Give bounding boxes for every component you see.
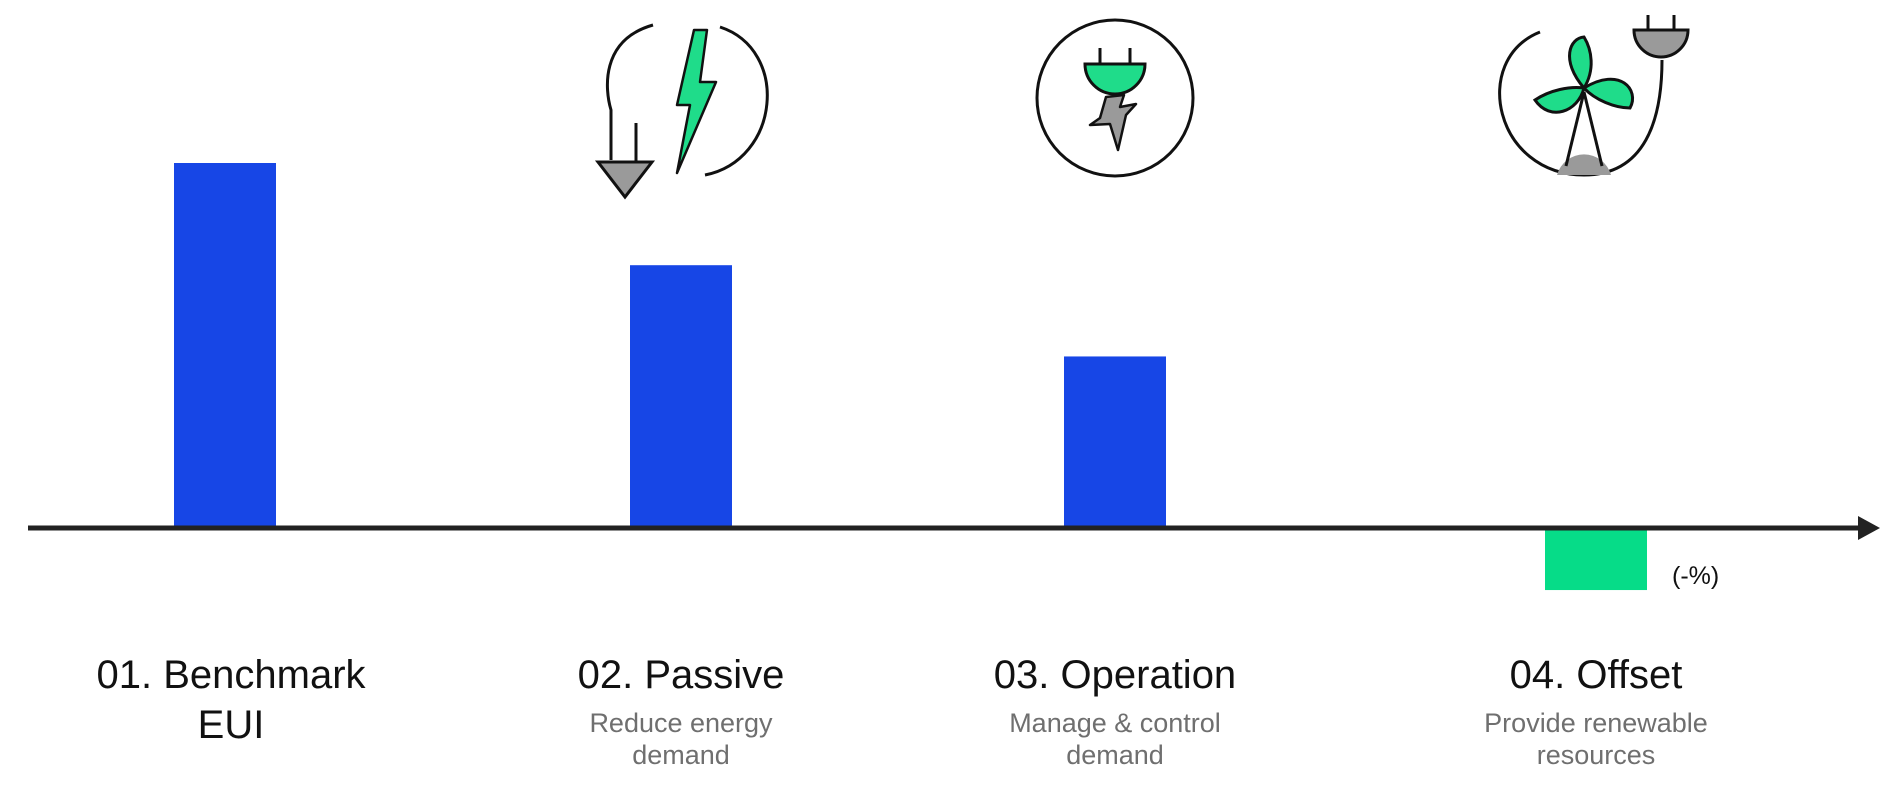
x-axis [28, 516, 1880, 540]
stage-subtitle-line1: Provide renewable [1484, 708, 1708, 738]
stage-title-line1: 02. Passive [577, 653, 785, 697]
stage-title-line1: 04. Offset [1509, 653, 1683, 697]
bar-2 [630, 265, 732, 528]
lightning-reduce-icon [594, 23, 769, 200]
bar-4 [1545, 530, 1647, 591]
stage-subtitle-line2: demand [632, 740, 730, 770]
stage-subtitle-line2: demand [1066, 740, 1164, 770]
stage-subtitle-line1: Manage & control [1009, 708, 1221, 738]
stage-subtitle-line2: resources [1536, 740, 1656, 770]
stage-title-line1: 01. Benchmark [96, 653, 366, 697]
wind-turbine-plug-icon [1498, 15, 1690, 177]
x-axis-arrow-icon [1858, 516, 1880, 540]
plug-lightning-icon [1035, 18, 1195, 178]
stage-title-line1: 03. Operation [993, 653, 1237, 697]
bars-group [174, 163, 1647, 591]
stage-subtitle-line1: Reduce energy [589, 708, 773, 738]
negative-axis-label: (-%) [1672, 562, 1720, 590]
bar-1 [174, 163, 276, 528]
stage-title-line2: EUI [197, 703, 265, 747]
bar-3 [1064, 356, 1166, 528]
